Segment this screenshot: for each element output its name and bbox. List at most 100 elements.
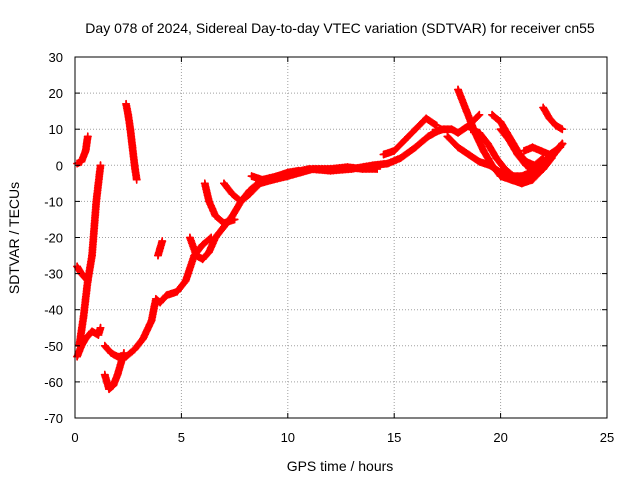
y-tick-label: -10 <box>44 194 63 209</box>
data-point <box>464 150 473 159</box>
data-point <box>400 136 409 145</box>
data-point <box>466 125 475 134</box>
data-point <box>530 161 539 170</box>
data-point <box>509 139 518 148</box>
data-point <box>539 103 548 112</box>
data-point <box>162 291 171 300</box>
data-point <box>81 146 90 155</box>
y-tick-label: -60 <box>44 375 63 390</box>
x-axis-label: GPS time / hours <box>287 458 394 474</box>
data-point <box>156 244 165 253</box>
data-point <box>483 139 492 148</box>
data-point <box>454 143 463 152</box>
data-point <box>556 143 565 152</box>
data-point <box>368 161 377 170</box>
series-track-j <box>200 179 239 228</box>
data-point <box>509 172 518 181</box>
data-point <box>475 128 484 137</box>
data-point <box>219 219 228 228</box>
data-point <box>422 114 431 123</box>
data-point <box>492 154 501 163</box>
data-point <box>530 168 539 177</box>
chart-title: Day 078 of 2024, Sidereal Day-to-day VTE… <box>85 20 595 36</box>
data-point <box>107 349 116 358</box>
data-point <box>198 255 207 264</box>
data-series <box>73 85 567 394</box>
data-point <box>485 161 494 170</box>
x-tick-label: 15 <box>387 430 401 445</box>
series-track-l <box>247 125 446 184</box>
x-tick-label: 5 <box>178 430 185 445</box>
data-point <box>488 110 497 119</box>
data-point <box>443 132 452 141</box>
data-point <box>153 251 162 260</box>
data-point <box>247 172 256 181</box>
data-point <box>219 179 228 188</box>
data-point <box>96 323 105 332</box>
data-point <box>428 128 437 137</box>
series-track-t <box>520 143 565 159</box>
data-point <box>347 164 356 173</box>
data-point <box>383 159 392 168</box>
data-point <box>500 164 509 173</box>
x-tick-label: 20 <box>493 430 507 445</box>
data-point <box>105 385 114 394</box>
data-point <box>273 172 282 181</box>
y-tick-label: -40 <box>44 303 63 318</box>
data-point <box>122 99 131 108</box>
series-track-h <box>153 237 167 260</box>
data-point <box>109 381 118 390</box>
data-point <box>158 237 167 246</box>
y-tick-label: 20 <box>49 86 63 101</box>
data-point <box>88 251 97 260</box>
data-point <box>151 294 160 303</box>
data-point <box>245 190 254 199</box>
data-point <box>379 150 388 159</box>
data-point <box>100 370 109 379</box>
data-point <box>113 370 122 379</box>
data-point <box>558 125 567 134</box>
data-point <box>462 107 471 116</box>
data-point <box>139 334 148 343</box>
data-point <box>305 164 314 173</box>
data-point <box>236 197 245 206</box>
data-point <box>181 276 190 285</box>
data-point <box>211 211 220 220</box>
data-point <box>479 146 488 155</box>
x-tick-label: 10 <box>281 430 295 445</box>
data-point <box>228 190 237 199</box>
data-point <box>520 146 529 155</box>
data-point <box>515 150 524 159</box>
data-point <box>173 287 182 296</box>
data-point <box>539 164 548 173</box>
data-point <box>539 154 548 163</box>
data-point <box>517 179 526 188</box>
y-tick-label: 10 <box>49 122 63 137</box>
y-tick-label: 30 <box>49 50 63 65</box>
series-track-u <box>539 103 567 134</box>
data-point <box>545 150 554 159</box>
series-track-m <box>379 114 441 159</box>
data-point <box>83 276 92 285</box>
data-point <box>126 125 135 134</box>
data-point <box>92 197 101 206</box>
data-point <box>390 146 399 155</box>
data-point <box>396 154 405 163</box>
data-point <box>156 298 165 307</box>
data-point <box>411 143 420 152</box>
data-point <box>147 316 156 325</box>
data-point <box>100 341 109 350</box>
data-point <box>200 179 209 188</box>
data-point <box>528 143 537 152</box>
data-point <box>439 125 448 134</box>
data-point <box>79 312 88 321</box>
data-point <box>192 251 201 260</box>
data-point <box>258 175 267 184</box>
data-point <box>119 349 128 358</box>
data-point <box>94 330 103 339</box>
data-point <box>411 125 420 134</box>
data-point <box>77 157 86 166</box>
data-point <box>198 240 207 249</box>
data-point <box>517 172 526 181</box>
